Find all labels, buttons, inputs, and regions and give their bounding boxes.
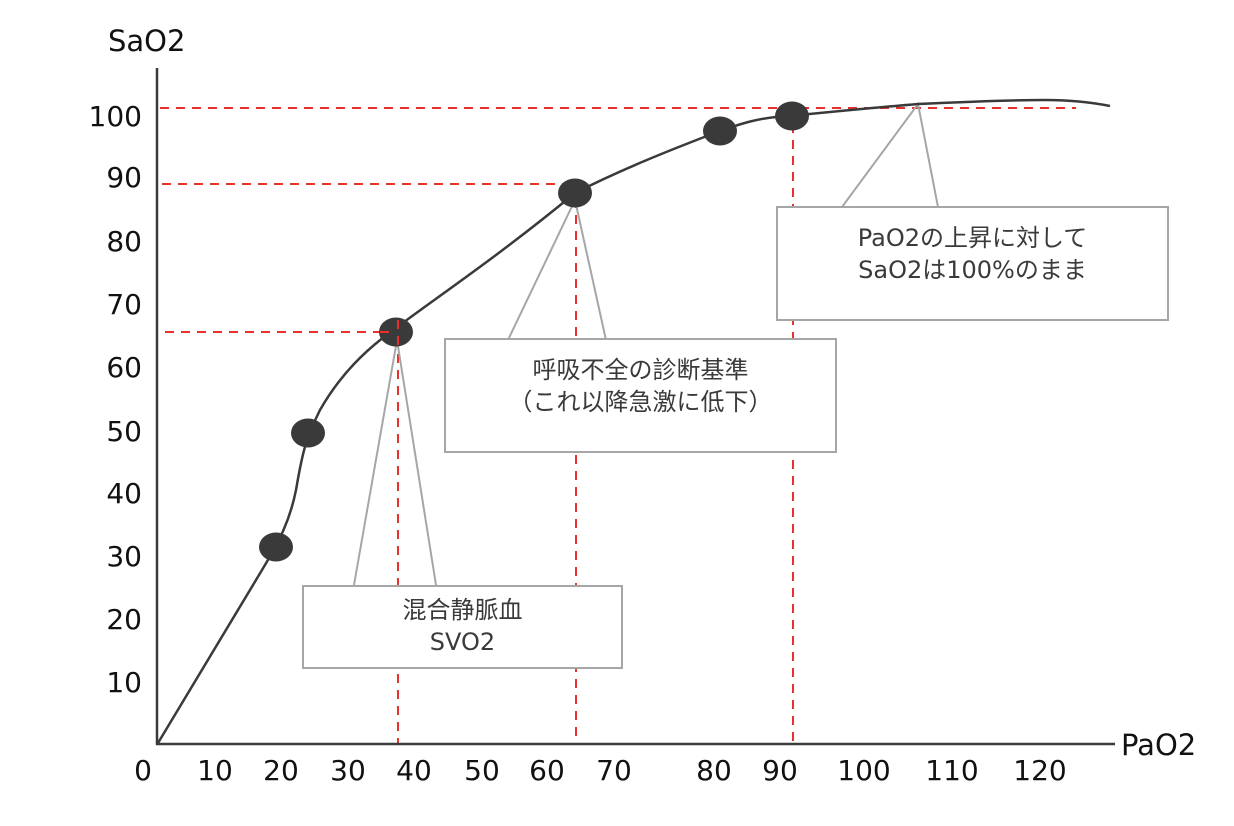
- pointer-criteria: [507, 196, 607, 341]
- callout-plateau-line2: SaO2は100%のまま: [858, 255, 1087, 284]
- callout-criteria: 呼吸不全の診断基準 （これ以降急激に低下）: [444, 338, 837, 453]
- x-axis-label: PaO2: [1121, 728, 1197, 762]
- y-tick-label: 80: [106, 225, 142, 258]
- x-tick-label: 50: [464, 754, 500, 787]
- callout-plateau-line1: PaO2の上昇に対して: [857, 223, 1088, 252]
- callout-criteria-line1: 呼吸不全の診断基準: [532, 355, 749, 384]
- x-tick-label: 40: [396, 754, 432, 787]
- y-tick-label: 10: [106, 666, 142, 699]
- marker-point: [291, 418, 325, 448]
- marker-point: [703, 116, 737, 146]
- pointer-plateau: [841, 101, 939, 208]
- marker-crosshairs: [380, 320, 399, 348]
- x-tick-label: 120: [1013, 754, 1067, 787]
- x-tick-label: 10: [197, 754, 233, 787]
- callout-svo2-line2: SVO2: [429, 628, 496, 656]
- y-tick-label: 100: [88, 100, 142, 133]
- y-tick-label: 40: [106, 477, 142, 510]
- x-tick-label: 20: [263, 754, 299, 787]
- pointer-svo2: [353, 339, 437, 586]
- callout-criteria-line2: （これ以降急激に低下）: [508, 387, 773, 416]
- y-tick-label: 50: [106, 415, 142, 448]
- y-tick-label: 60: [106, 351, 142, 384]
- y-tick-label: 90: [106, 161, 142, 194]
- marker-point: [558, 178, 592, 208]
- x-tick-label: 70: [596, 754, 632, 787]
- x-tick-label: 60: [529, 754, 565, 787]
- y-axis-label: SaO2: [108, 24, 186, 58]
- marker-point: [379, 317, 413, 347]
- callout-plateau: PaO2の上昇に対して SaO2は100%のまま: [776, 206, 1169, 321]
- x-tick-label: 0: [134, 754, 152, 787]
- callout-svo2: 混合静脈血 SVO2: [302, 585, 623, 669]
- y-tick-label: 20: [106, 603, 142, 636]
- x-tick-label: 30: [330, 754, 366, 787]
- callout-svo2-line1: 混合静脈血: [402, 596, 523, 625]
- y-tick-label: 70: [106, 288, 142, 321]
- x-tick-label: 110: [925, 754, 979, 787]
- x-tick-label: 80: [696, 754, 732, 787]
- marker-point: [775, 101, 809, 131]
- data-markers: [259, 101, 809, 562]
- x-tick-label: 90: [762, 754, 798, 787]
- y-tick-label: 30: [106, 540, 142, 573]
- x-tick-label: 100: [837, 754, 891, 787]
- axes: [155, 68, 1115, 746]
- marker-point: [259, 532, 293, 562]
